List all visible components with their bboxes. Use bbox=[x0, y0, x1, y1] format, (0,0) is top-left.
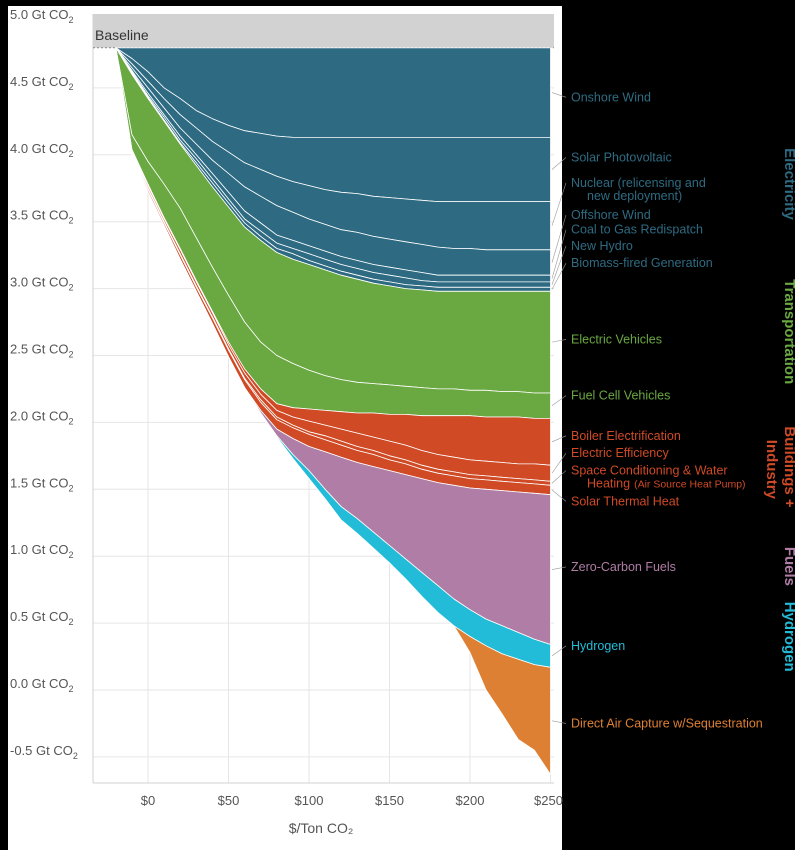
x-tick-label: $200 bbox=[456, 793, 485, 808]
series-label: New Hydro bbox=[571, 239, 633, 253]
series-label: Electric Vehicles bbox=[571, 332, 662, 346]
series-label: Solar Photovoltaic bbox=[571, 150, 672, 164]
leader-line bbox=[551, 453, 567, 474]
series-label: Solar Thermal Heat bbox=[571, 494, 680, 508]
y-tick-label: 2.5 Gt CO2 bbox=[10, 342, 74, 360]
x-tick-label: $250 bbox=[534, 793, 563, 808]
y-tick-label: 4.0 Gt CO2 bbox=[10, 141, 74, 159]
y-tick-label: 1.0 Gt CO2 bbox=[10, 542, 74, 560]
series-label: Boiler Electrification bbox=[571, 429, 681, 443]
leader-line bbox=[551, 214, 567, 263]
series-label: Electric Efficiency bbox=[571, 446, 669, 460]
y-tick-label: 2.0 Gt CO2 bbox=[10, 408, 74, 426]
series-label: Fuel Cell Vehicles bbox=[571, 389, 670, 403]
leader-line bbox=[551, 92, 567, 98]
sector-label-industry: Industry bbox=[763, 440, 780, 500]
leader-line bbox=[551, 489, 567, 502]
x-axis-ticks: $0 $50 $100 $150 $200 $250 bbox=[141, 793, 563, 808]
leader-line bbox=[551, 435, 567, 443]
y-tick-label: 1.5 Gt CO2 bbox=[10, 475, 74, 493]
leader-line bbox=[551, 339, 567, 343]
sector-label-fuels: Fuels bbox=[781, 547, 795, 586]
leader-line bbox=[551, 645, 567, 657]
x-tick-label: $100 bbox=[295, 793, 324, 808]
y-tick-label: 0.0 Gt CO2 bbox=[10, 676, 74, 694]
sector-label-buildings: Buildings + bbox=[781, 426, 795, 507]
y-tick-label: 3.0 Gt CO2 bbox=[10, 275, 74, 293]
leader-line bbox=[551, 245, 567, 285]
y-tick-label: 4.5 Gt CO2 bbox=[10, 74, 74, 92]
series-label: Hydrogen bbox=[571, 639, 625, 653]
y-axis-ticks: 5.0 Gt CO2 4.5 Gt CO2 4.0 Gt CO2 3.5 Gt CO2… bbox=[10, 7, 78, 761]
series-label: Coal to Gas Redispatch bbox=[571, 223, 703, 237]
y-tick-label: 0.5 Gt CO2 bbox=[10, 609, 74, 627]
leader-line bbox=[551, 157, 567, 170]
x-tick-label: $0 bbox=[141, 793, 155, 808]
sector-label-electricity: Electricity bbox=[781, 148, 795, 220]
x-tick-label: $150 bbox=[375, 793, 404, 808]
x-axis-label: $/Ton CO₂ bbox=[289, 820, 354, 836]
leader-line bbox=[551, 263, 567, 290]
baseline-band: Baseline bbox=[93, 14, 554, 49]
sector-label-hydrogen: Hydrogen bbox=[781, 602, 795, 672]
leader-line bbox=[551, 566, 567, 570]
series-label: Space Conditioning & Water bbox=[571, 464, 728, 478]
leader-line bbox=[551, 182, 567, 226]
series-labels: Onshore Wind Solar Photovoltaic Nuclear (r… bbox=[571, 90, 763, 730]
series-label: Biomass-fired Generation bbox=[571, 256, 713, 270]
series-label: Offshore Wind bbox=[571, 208, 651, 222]
series-label: Heating (Air Source Heat Pump) bbox=[587, 477, 746, 491]
sector-label-transportation: Transportation bbox=[781, 279, 795, 384]
x-tick-label: $50 bbox=[218, 793, 240, 808]
stacked-areas bbox=[115, 47, 551, 775]
leader-line bbox=[551, 720, 567, 724]
area-direct-air-capture-w-sequestration bbox=[115, 47, 551, 775]
series-label: Zero-Carbon Fuels bbox=[571, 560, 676, 574]
series-label: Nuclear (relicensing and bbox=[571, 176, 706, 190]
series-label: Onshore Wind bbox=[571, 90, 651, 104]
label-leader-lines bbox=[551, 92, 567, 724]
sector-labels: Electricity Transportation Buildings +Indu… bbox=[763, 148, 795, 672]
leader-line bbox=[551, 395, 567, 406]
series-label: Direct Air Capture w/Sequestration bbox=[571, 716, 763, 730]
y-tick-label: -0.5 Gt CO2 bbox=[10, 743, 78, 761]
baseline-label: Baseline bbox=[95, 27, 149, 43]
y-tick-label: 5.0 Gt CO2 bbox=[10, 7, 74, 25]
y-tick-label: 3.5 Gt CO2 bbox=[10, 208, 74, 226]
baseline-bar bbox=[93, 14, 554, 48]
leader-line bbox=[551, 470, 567, 484]
leader-line bbox=[551, 229, 567, 279]
series-label: new deployment) bbox=[587, 189, 682, 203]
